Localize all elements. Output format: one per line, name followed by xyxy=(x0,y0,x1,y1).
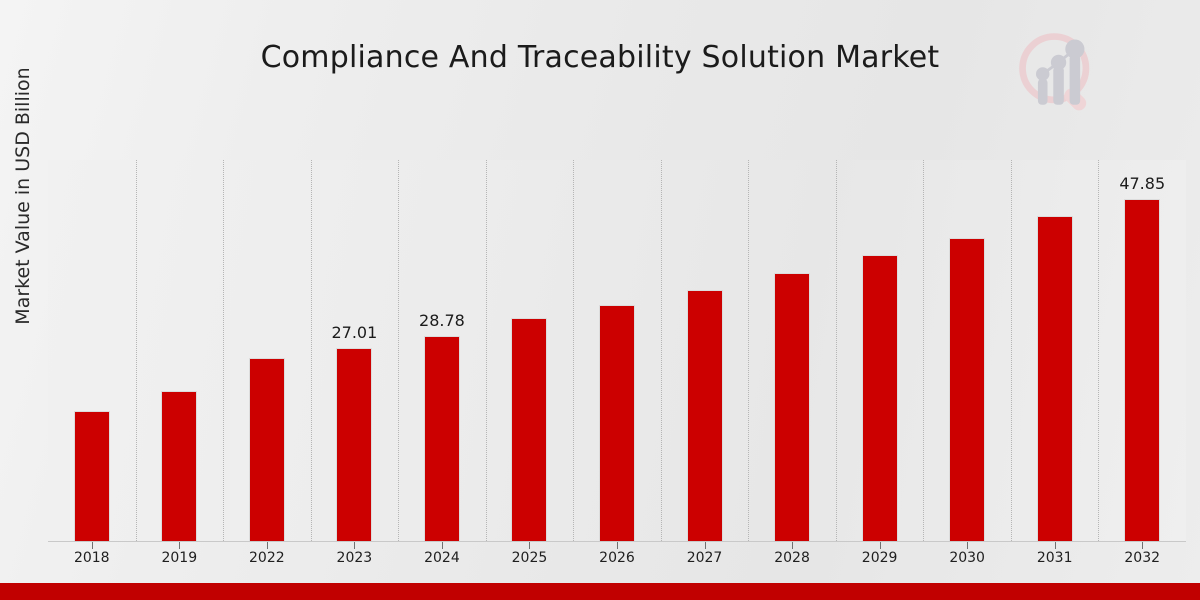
page-title: Compliance And Traceability Solution Mar… xyxy=(260,40,940,75)
x-tick xyxy=(967,542,969,549)
x-tick xyxy=(529,542,531,549)
x-tick-label-2018: 2018 xyxy=(73,550,110,566)
bars-layer: 27.01 28.78 47.85 xyxy=(48,160,1186,541)
x-tick-label-2022: 2022 xyxy=(249,550,285,566)
bar-2028 xyxy=(774,273,811,541)
footer-bar xyxy=(0,583,1200,600)
bar-2023 xyxy=(336,348,373,541)
bar-2027 xyxy=(686,290,723,541)
y-axis-label: Market Value in USD Billion xyxy=(12,67,34,325)
x-tick xyxy=(179,542,181,549)
bar-chart-icon xyxy=(1037,54,1081,105)
bar-group xyxy=(161,159,198,541)
bar-group: 47.85 xyxy=(1119,159,1165,541)
x-tick xyxy=(792,542,794,549)
bar-group xyxy=(686,159,723,541)
bar-2029 xyxy=(861,255,898,541)
x-tick-label-2027: 2027 xyxy=(686,550,723,566)
bar-group xyxy=(1036,159,1073,541)
plot-area: 27.01 28.78 47.85 xyxy=(48,160,1186,542)
bar-2022 xyxy=(248,358,285,541)
x-tick-label-2026: 2026 xyxy=(599,550,635,566)
bar-2018 xyxy=(73,411,110,541)
bar-2030 xyxy=(949,237,986,541)
x-tick-label-2030: 2030 xyxy=(949,550,985,566)
bar-value-label-2032: 47.85 xyxy=(1119,174,1166,194)
x-tick xyxy=(1142,542,1144,549)
x-axis: 2018 2019 2022 2023 2024 2025 2026 2027 2028 2029… xyxy=(48,542,1186,572)
x-tick-label-2023: 2023 xyxy=(336,550,373,566)
brand-logo-watermark xyxy=(1012,26,1108,122)
x-tick xyxy=(879,542,881,549)
x-tick xyxy=(441,542,443,549)
bar-group xyxy=(73,159,110,541)
bar-group xyxy=(511,159,548,541)
bar-2031 xyxy=(1036,216,1073,541)
x-tick-label-2025: 2025 xyxy=(511,550,548,566)
bar-value-label-2023: 27.01 xyxy=(331,323,378,343)
bar-group xyxy=(861,159,898,541)
x-tick xyxy=(704,542,706,549)
bar-2019 xyxy=(161,391,198,541)
x-tick-label-2031: 2031 xyxy=(1036,550,1073,566)
x-tick-label-2028: 2028 xyxy=(774,550,810,566)
bar-group: 28.78 xyxy=(419,159,465,541)
bar-value-label-2024: 28.78 xyxy=(419,310,465,330)
x-tick xyxy=(91,542,93,549)
bar-group xyxy=(949,159,986,541)
bar-2024 xyxy=(423,335,460,541)
x-tick-label-2029: 2029 xyxy=(861,550,898,566)
x-tick xyxy=(354,542,356,549)
x-tick-label-2032: 2032 xyxy=(1124,550,1161,566)
bar-2026 xyxy=(599,305,635,541)
trend-dots-icon xyxy=(1036,39,1085,81)
x-tick xyxy=(1054,542,1056,549)
x-tick xyxy=(266,542,268,549)
x-tick xyxy=(617,542,618,549)
bar-group xyxy=(248,159,285,541)
bar-group xyxy=(599,159,635,541)
bar-group: 27.01 xyxy=(331,159,377,541)
bar-2025 xyxy=(511,318,548,541)
x-tick-label-2024: 2024 xyxy=(424,550,460,566)
x-tick-label-2019: 2019 xyxy=(161,550,198,566)
bar-group xyxy=(774,159,811,541)
bar-2032 xyxy=(1124,199,1161,541)
